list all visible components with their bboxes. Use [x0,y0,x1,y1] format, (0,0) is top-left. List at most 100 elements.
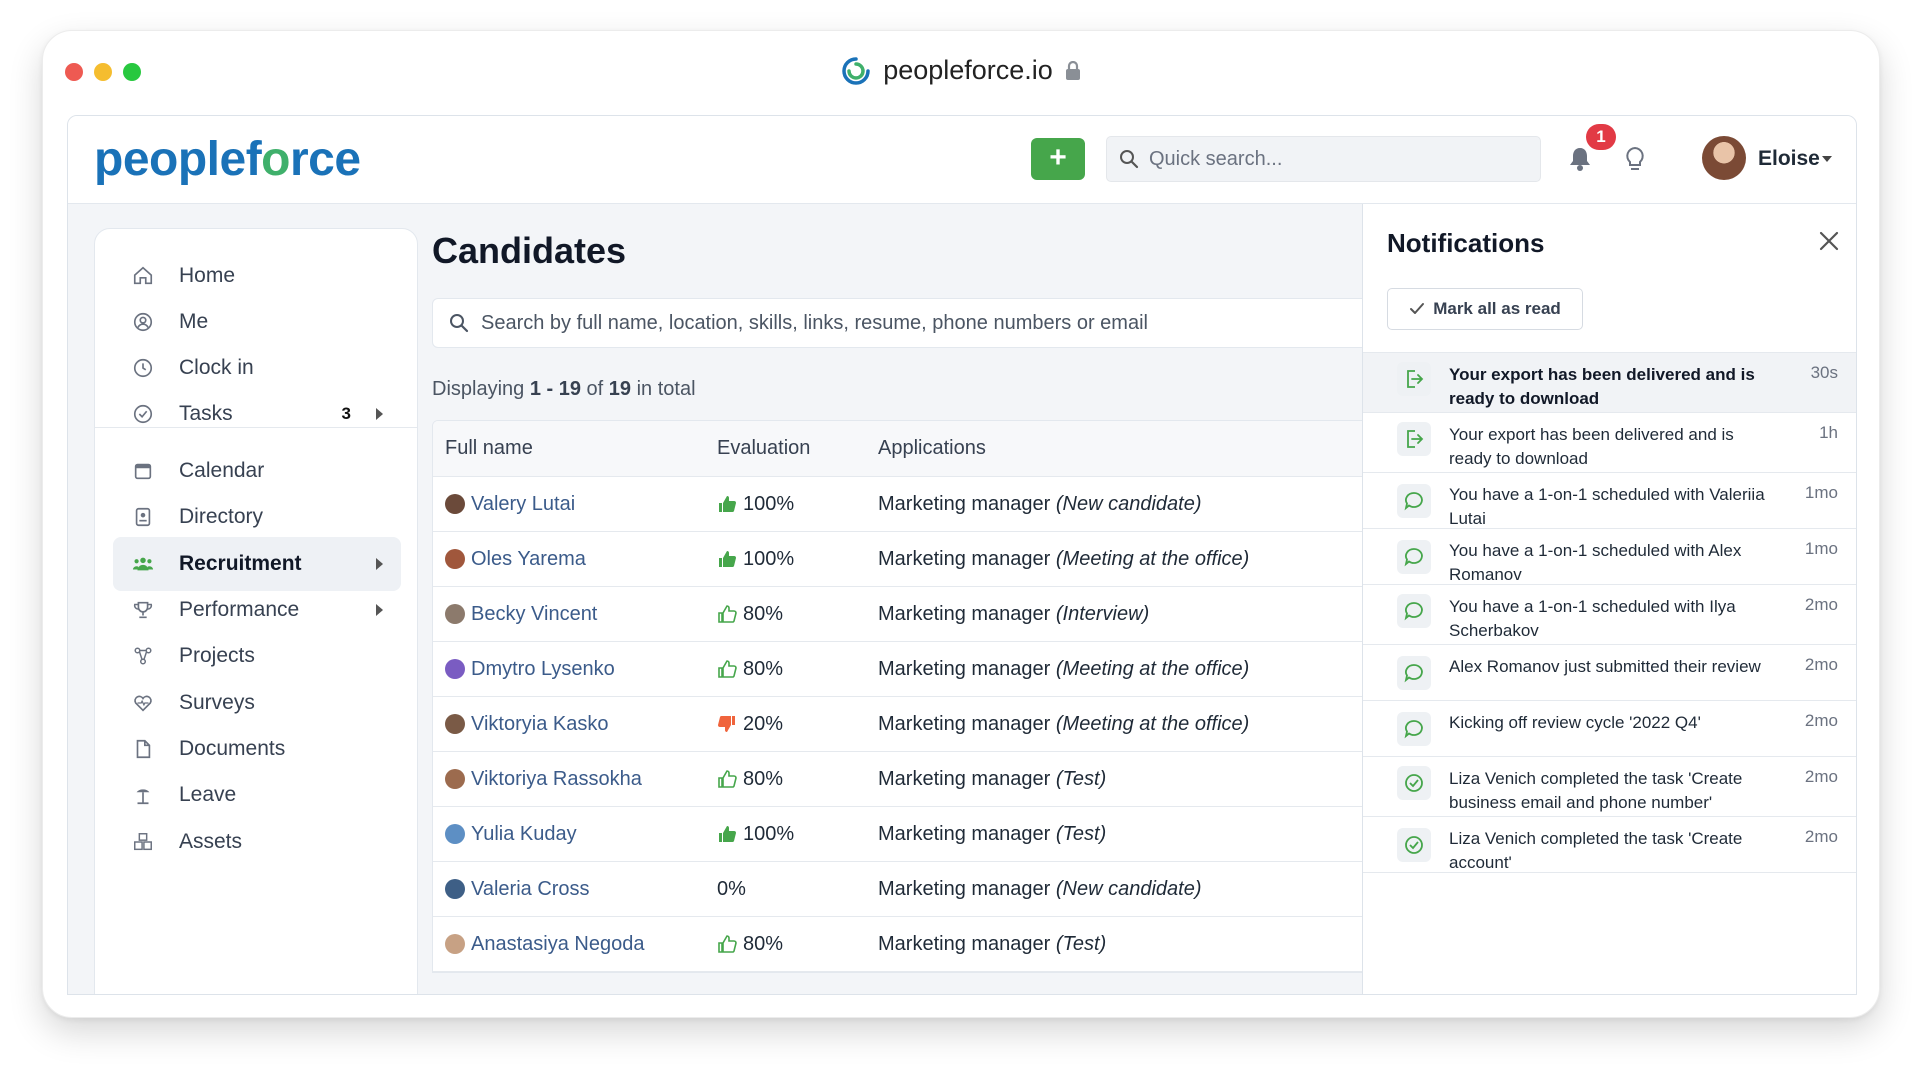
mark-all-read-button[interactable]: Mark all as read [1387,288,1583,330]
notification-item[interactable]: Liza Venich completed the task 'Create b… [1363,757,1856,817]
column-header-full-name[interactable]: Full name [445,437,533,459]
table-row[interactable]: Valeria Cross 0% Marketing manager (New ca… [433,862,1391,917]
notification-item[interactable]: Kicking off review cycle '2022 Q4' 2mo [1363,701,1856,757]
sidebar-item-surveys[interactable]: Surveys [113,676,401,730]
column-header-applications[interactable]: Applications [878,437,986,459]
sidebar-item-assets[interactable]: Assets [113,815,401,869]
table-row[interactable]: Becky Vincent 80% Marketing manager (Inter… [433,587,1391,642]
close-window-button[interactable] [65,63,83,81]
table-row[interactable]: Viktoriya Rassokha 80% Marketing manager (… [433,752,1391,807]
candidate-name-link[interactable]: Viktoriya Rassokha [471,767,642,790]
table-row[interactable]: Anastasiya Negoda 80% Marketing manager (T… [433,917,1391,972]
candidate-name-cell: Oles Yarema [433,548,717,571]
notification-item[interactable]: You have a 1-on-1 scheduled with Ilya Sc… [1363,585,1856,645]
sidebar-item-recruitment[interactable]: Recruitment [113,537,401,591]
sidebar-item-label: Calendar [179,459,265,482]
user-name[interactable]: Eloise [1758,147,1820,170]
notification-item[interactable]: Your export has been delivered and is re… [1363,413,1856,473]
sidebar-item-leave[interactable]: Leave [113,768,401,822]
candidate-name-cell: Becky Vincent [433,603,717,626]
document-icon [131,737,155,761]
candidate-avatar [445,824,465,844]
sidebar-item-directory[interactable]: Directory [113,490,401,544]
notification-item[interactable]: You have a 1-on-1 scheduled with Valerii… [1363,473,1856,529]
bell-icon[interactable] [1568,146,1592,172]
quick-add-button[interactable]: + [1031,138,1085,180]
notification-item[interactable]: Liza Venich completed the task 'Create a… [1363,817,1856,873]
user-avatar[interactable] [1702,136,1746,180]
minimize-window-button[interactable] [94,63,112,81]
chevron-right-icon[interactable] [376,408,383,420]
sidebar-item-documents[interactable]: Documents [113,722,401,776]
quick-search[interactable] [1106,136,1541,182]
sidebar-item-label: Assets [179,830,243,853]
candidate-name-link[interactable]: Becky Vincent [471,602,598,625]
notification-list: Your export has been delivered and is re… [1363,352,1856,873]
candidate-name-link[interactable]: Valeria Cross [471,877,590,900]
candidate-name-link[interactable]: Yulia Kuday [471,822,577,845]
maximize-window-button[interactable] [123,63,141,81]
brand-logo[interactable]: peopleforce [94,133,361,186]
sidebar-item-clock-in[interactable]: Clock in [113,341,401,395]
application-cell: Marketing manager (Test) [878,933,1391,956]
candidate-avatar [445,769,465,789]
sidebar-item-label: Home [179,264,236,287]
sidebar-item-calendar[interactable]: Calendar [113,444,401,498]
close-icon[interactable] [1818,230,1840,252]
notification-text: Liza Venich completed the task 'Create a… [1449,829,1743,872]
candidate-search[interactable] [432,298,1392,348]
notification-item[interactable]: You have a 1-on-1 scheduled with Alex Ro… [1363,529,1856,585]
chevron-down-icon[interactable] [1822,156,1832,162]
application-cell: Marketing manager (New candidate) [878,493,1391,516]
quick-search-input[interactable] [1149,147,1509,171]
table-row[interactable]: Oles Yarema 100% Marketing manager (Meetin… [433,532,1391,587]
candidate-name-link[interactable]: Valery Lutai [471,492,576,515]
application-cell: Marketing manager (Test) [878,768,1391,791]
check-circle-icon [1397,828,1431,862]
page-title: Candidates [432,230,627,271]
candidate-name-link[interactable]: Oles Yarema [471,547,586,570]
candidate-search-input[interactable] [481,311,1341,335]
chat-icon [1397,540,1431,574]
home-icon [131,264,155,288]
column-header-evaluation[interactable]: Evaluation [717,437,811,459]
table-row[interactable]: Dmytro Lysenko 80% Marketing manager (Meet… [433,642,1391,697]
application-stage: (Meeting at the office) [1055,657,1250,680]
candidate-name-link[interactable]: Dmytro Lysenko [471,657,615,680]
trophy-icon [131,598,155,622]
sidebar-item-me[interactable]: Me [113,295,401,349]
sidebar-item-projects[interactable]: Projects [113,629,401,683]
application-cell: Marketing manager (Meeting at the office… [878,713,1391,736]
thumbs-down-icon [717,714,737,734]
table-body: Valery Lutai 100% Marketing manager (New c… [433,477,1391,972]
notification-item[interactable]: Your export has been delivered and is re… [1363,353,1856,413]
notification-time: 2mo [1804,595,1838,614]
candidate-name-link[interactable]: Viktoryia Kasko [471,712,609,735]
sidebar-item-label: Projects [179,644,255,667]
candidates-main: Candidates Displaying 1 - 19 of 19 in to… [418,204,1392,994]
chat-icon [1397,656,1431,690]
notification-text: Your export has been delivered and is re… [1449,365,1755,408]
evaluation-score: 80% [743,657,784,680]
candidate-name-link[interactable]: Anastasiya Negoda [471,932,645,955]
address-bar[interactable]: peopleforce.io [43,55,1879,86]
sidebar-item-tasks[interactable]: Tasks 3 [113,387,401,441]
notification-time: 30s [1810,363,1838,382]
sidebar-item-home[interactable]: Home [113,249,401,303]
chevron-right-icon[interactable] [376,604,383,616]
lightbulb-icon[interactable] [1624,146,1646,172]
candidate-avatar [445,494,465,514]
application-cell: Marketing manager (Meeting at the office… [878,658,1391,681]
sidebar-item-label: Me [179,310,209,333]
notification-time: 1mo [1804,539,1838,558]
chevron-right-icon[interactable] [376,558,383,570]
table-row[interactable]: Yulia Kuday 100% Marketing manager (Test) [433,807,1391,862]
table-row[interactable]: Valery Lutai 100% Marketing manager (New c… [433,477,1391,532]
application-stage: (Test) [1055,932,1107,955]
candidate-name-cell: Anastasiya Negoda [433,933,717,956]
notification-item[interactable]: Alex Romanov just submitted their review… [1363,645,1856,701]
checkmark-icon [1410,303,1425,314]
candidate-name-cell: Dmytro Lysenko [433,658,717,681]
table-row[interactable]: Viktoryia Kasko 20% Marketing manager (Mee… [433,697,1391,752]
sidebar-item-performance[interactable]: Performance [113,583,401,637]
